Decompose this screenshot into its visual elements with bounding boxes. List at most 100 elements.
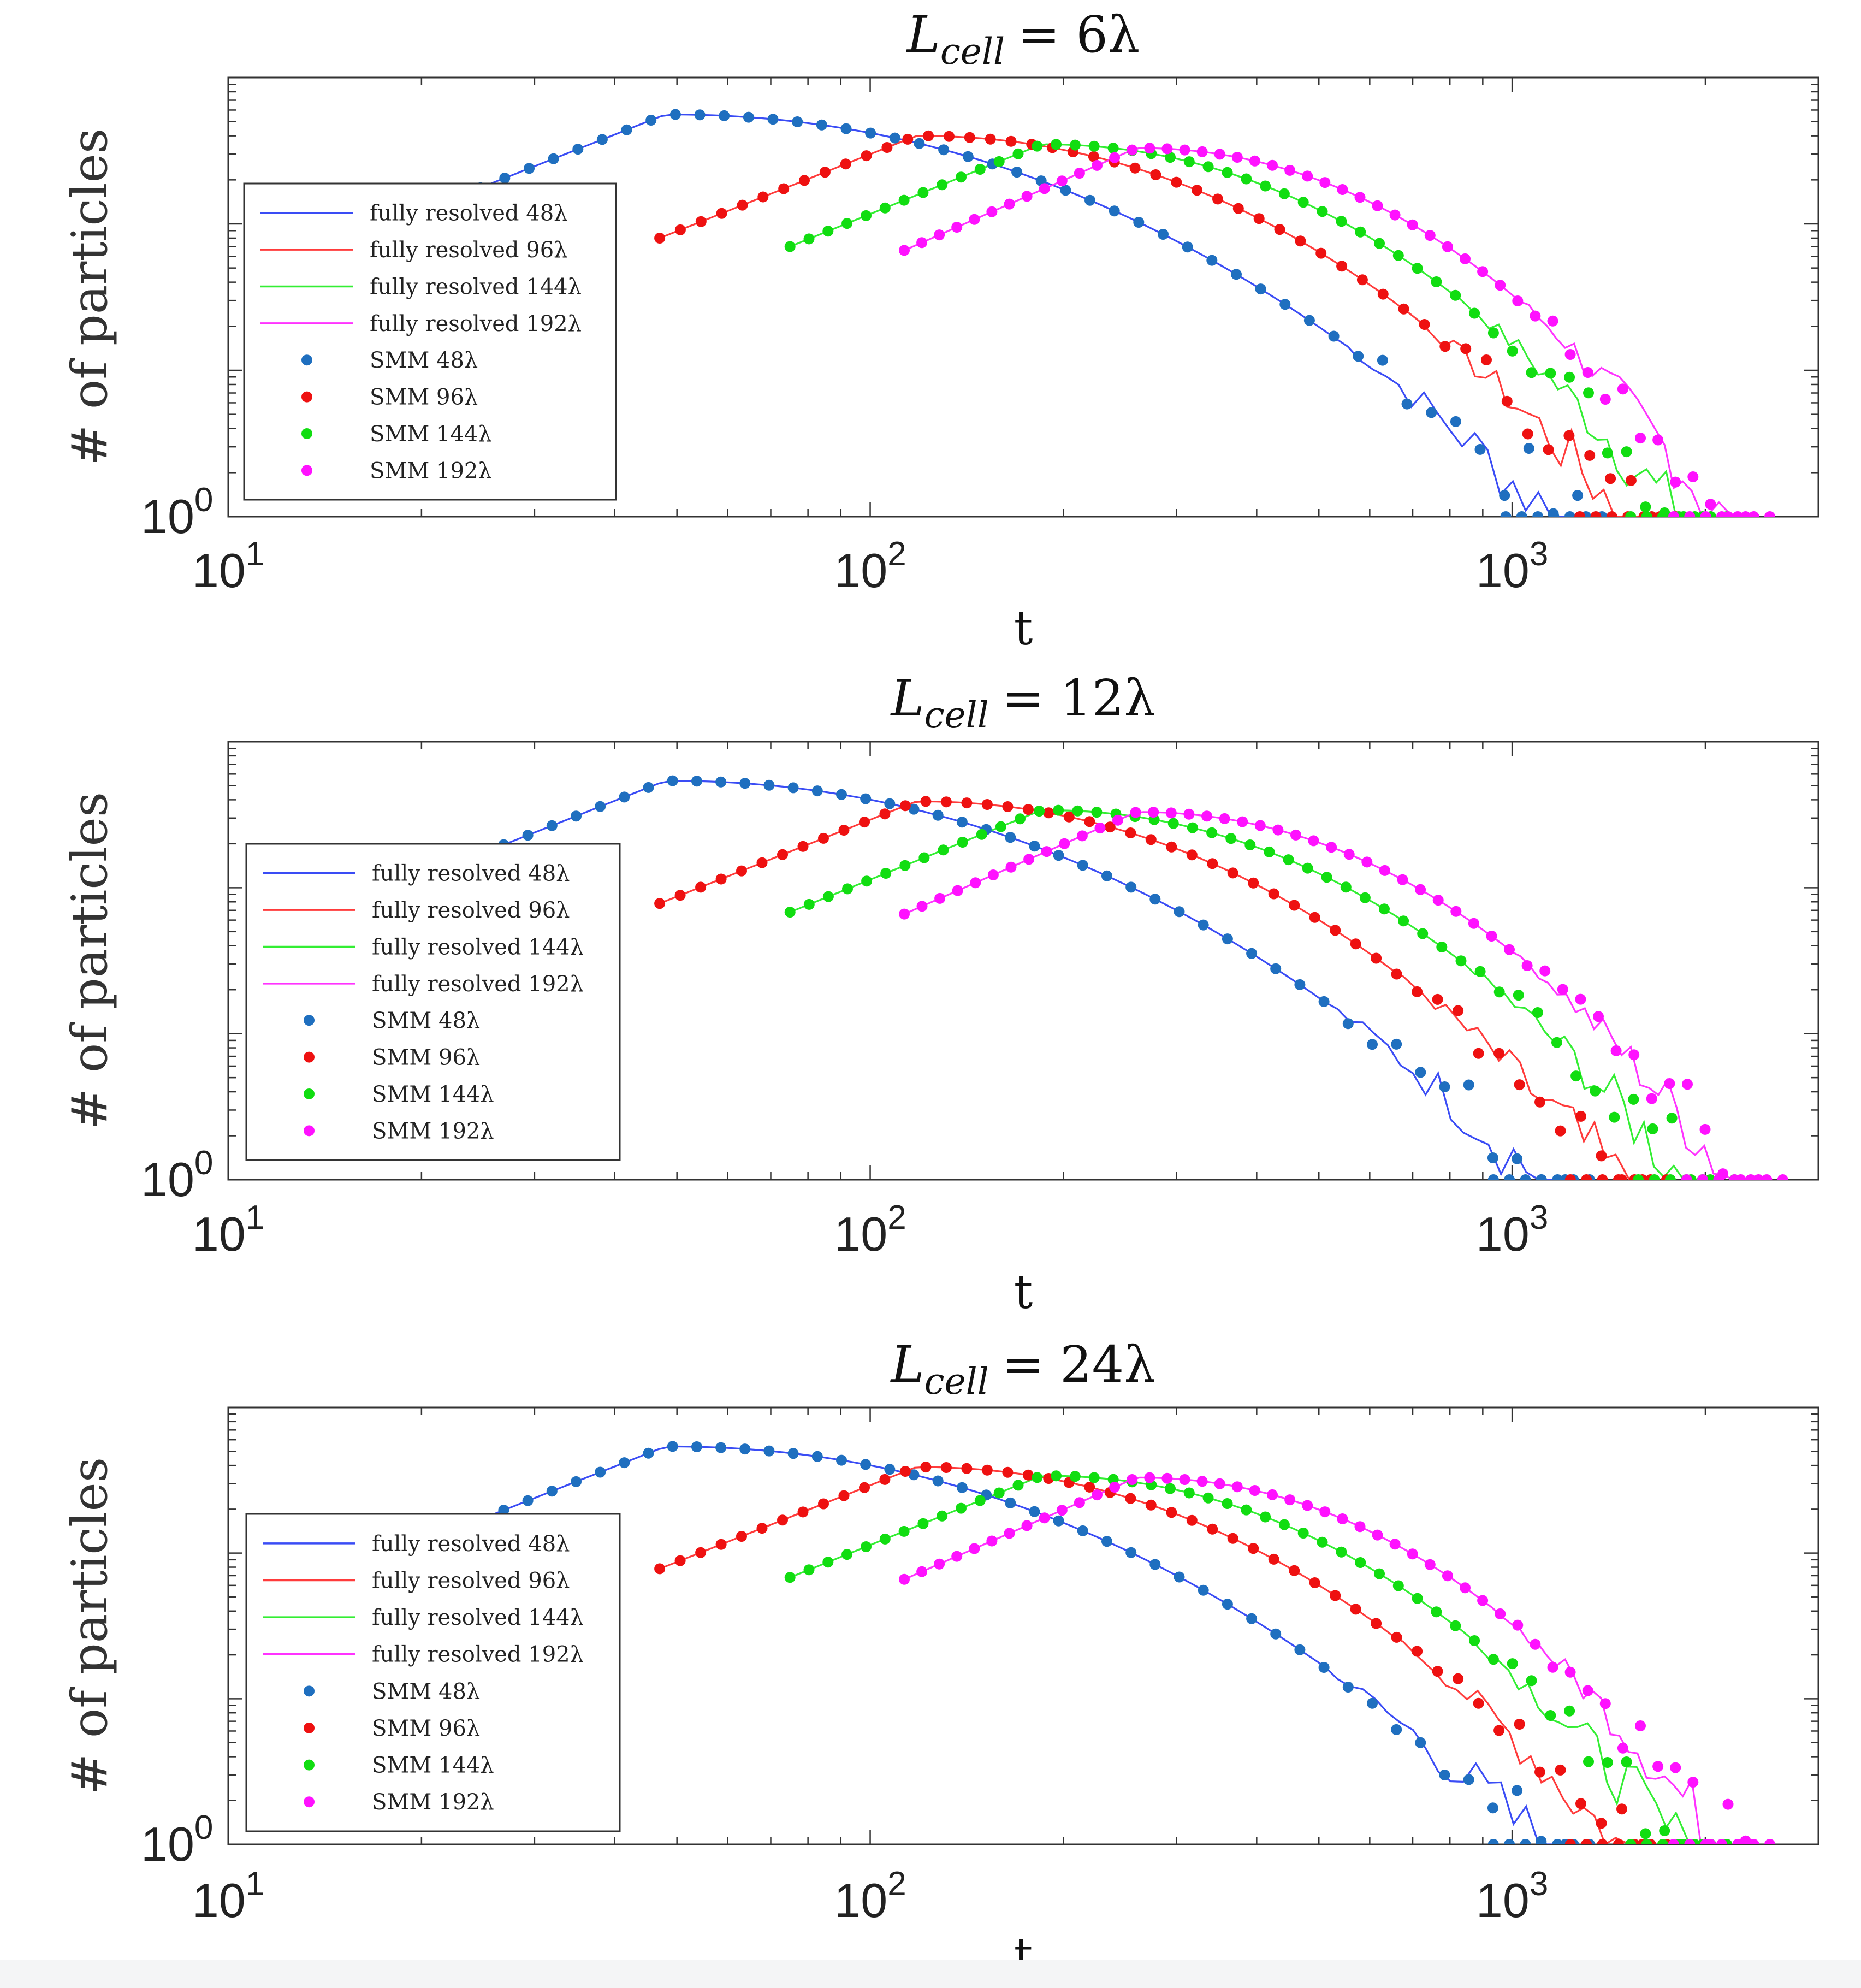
data-point bbox=[1507, 1658, 1518, 1670]
data-point bbox=[1523, 443, 1534, 454]
data-point bbox=[1397, 874, 1408, 885]
data-point bbox=[937, 1510, 948, 1522]
data-point bbox=[940, 1462, 952, 1473]
legend-label: SMM 48λ bbox=[372, 1008, 480, 1033]
series-smm-144lambda bbox=[784, 804, 1740, 1180]
data-point bbox=[1512, 1785, 1523, 1796]
data-point bbox=[1522, 428, 1533, 440]
data-point bbox=[1053, 804, 1064, 816]
data-point bbox=[1564, 1174, 1576, 1180]
data-point bbox=[956, 171, 967, 183]
data-point bbox=[1060, 185, 1071, 196]
data-point bbox=[1367, 1039, 1378, 1050]
data-point bbox=[1354, 1521, 1366, 1533]
x-tick-label: 102 bbox=[834, 1865, 906, 1927]
legend-item-fully-resolved-48lambda: fully resolved 48λ bbox=[263, 1531, 570, 1557]
data-point bbox=[1389, 1539, 1401, 1550]
data-point bbox=[1309, 912, 1320, 923]
data-point bbox=[1309, 1577, 1320, 1588]
data-point bbox=[1206, 255, 1218, 266]
data-point bbox=[1700, 1839, 1711, 1844]
data-point bbox=[763, 779, 775, 791]
data-point bbox=[1635, 433, 1646, 444]
data-point bbox=[1109, 1482, 1121, 1493]
data-point bbox=[1513, 990, 1524, 1001]
data-point bbox=[1249, 155, 1260, 167]
data-point bbox=[1041, 846, 1052, 857]
data-point bbox=[1649, 1174, 1660, 1180]
data-point bbox=[916, 1566, 928, 1577]
legend-item-fully-resolved-48lambda: fully resolved 48λ bbox=[263, 861, 570, 886]
legend-label: fully resolved 192λ bbox=[372, 1642, 584, 1667]
data-point bbox=[1526, 367, 1537, 378]
legend-marker-swatch bbox=[301, 391, 312, 403]
legend-item-fully-resolved-96lambda: fully resolved 96λ bbox=[263, 1568, 570, 1593]
data-point bbox=[1453, 1005, 1464, 1016]
data-point bbox=[1539, 965, 1551, 977]
legend-label: SMM 96λ bbox=[372, 1045, 480, 1070]
data-point bbox=[1495, 280, 1506, 291]
data-point bbox=[879, 202, 891, 214]
data-point bbox=[716, 208, 727, 219]
data-point bbox=[1545, 368, 1556, 379]
data-point bbox=[1367, 1697, 1378, 1709]
data-point bbox=[1165, 1483, 1176, 1494]
data-point bbox=[1127, 1474, 1138, 1485]
data-point bbox=[995, 821, 1006, 832]
y-tick-label: 100 bbox=[141, 1809, 213, 1871]
data-point bbox=[777, 1514, 788, 1526]
data-point bbox=[1391, 968, 1402, 980]
x-tick-label: 103 bbox=[1476, 535, 1548, 597]
data-point bbox=[944, 131, 955, 142]
data-point bbox=[643, 782, 654, 793]
data-point bbox=[811, 1451, 823, 1462]
data-point bbox=[1091, 807, 1103, 818]
data-point bbox=[1684, 1839, 1696, 1844]
data-point bbox=[1303, 315, 1315, 326]
data-point bbox=[1536, 1839, 1547, 1844]
data-point bbox=[1460, 253, 1471, 264]
x-tick-label: 102 bbox=[834, 535, 906, 597]
data-point bbox=[1302, 1500, 1313, 1511]
legend-label: fully resolved 144λ bbox=[372, 1605, 584, 1630]
data-point bbox=[1487, 1174, 1499, 1180]
data-point bbox=[1640, 1828, 1651, 1839]
data-point bbox=[1681, 1174, 1692, 1180]
legend: fully resolved 48λ fully resolved 96λ full… bbox=[245, 1513, 621, 1832]
data-point bbox=[1468, 918, 1479, 929]
data-point bbox=[1145, 834, 1157, 845]
legend-item-smm-192lambda: SMM 192λ bbox=[301, 458, 492, 483]
data-point bbox=[1374, 1568, 1385, 1579]
data-point bbox=[1745, 1174, 1757, 1180]
data-point bbox=[1713, 1174, 1724, 1180]
data-point bbox=[1112, 814, 1123, 826]
legend-label: SMM 192λ bbox=[372, 1790, 494, 1815]
data-point bbox=[937, 179, 948, 191]
data-point bbox=[1412, 986, 1423, 997]
data-point bbox=[595, 1466, 606, 1478]
data-point bbox=[694, 109, 706, 121]
series-smm-96lambda bbox=[654, 1462, 1672, 1844]
data-point bbox=[1641, 511, 1652, 517]
data-point bbox=[969, 1543, 980, 1554]
data-point bbox=[865, 127, 876, 139]
data-point bbox=[1158, 229, 1169, 240]
legend-label: SMM 96λ bbox=[372, 1716, 480, 1741]
data-point bbox=[1330, 1590, 1341, 1601]
data-point bbox=[1088, 151, 1099, 162]
data-point bbox=[1666, 1113, 1678, 1124]
data-point bbox=[1166, 1507, 1177, 1518]
data-point bbox=[1039, 183, 1050, 194]
data-point bbox=[1575, 1110, 1586, 1122]
data-point bbox=[1415, 884, 1426, 895]
data-point bbox=[1617, 1742, 1628, 1754]
data-point bbox=[1431, 276, 1442, 287]
legend-item-smm-192lambda: SMM 192λ bbox=[304, 1790, 494, 1815]
data-point bbox=[1555, 1125, 1566, 1137]
data-point bbox=[1032, 1472, 1043, 1483]
data-point bbox=[1613, 1174, 1624, 1180]
data-point bbox=[1092, 1489, 1103, 1501]
data-point bbox=[1597, 1174, 1608, 1180]
data-point bbox=[654, 233, 666, 244]
legend-marker-swatch bbox=[304, 1796, 315, 1808]
